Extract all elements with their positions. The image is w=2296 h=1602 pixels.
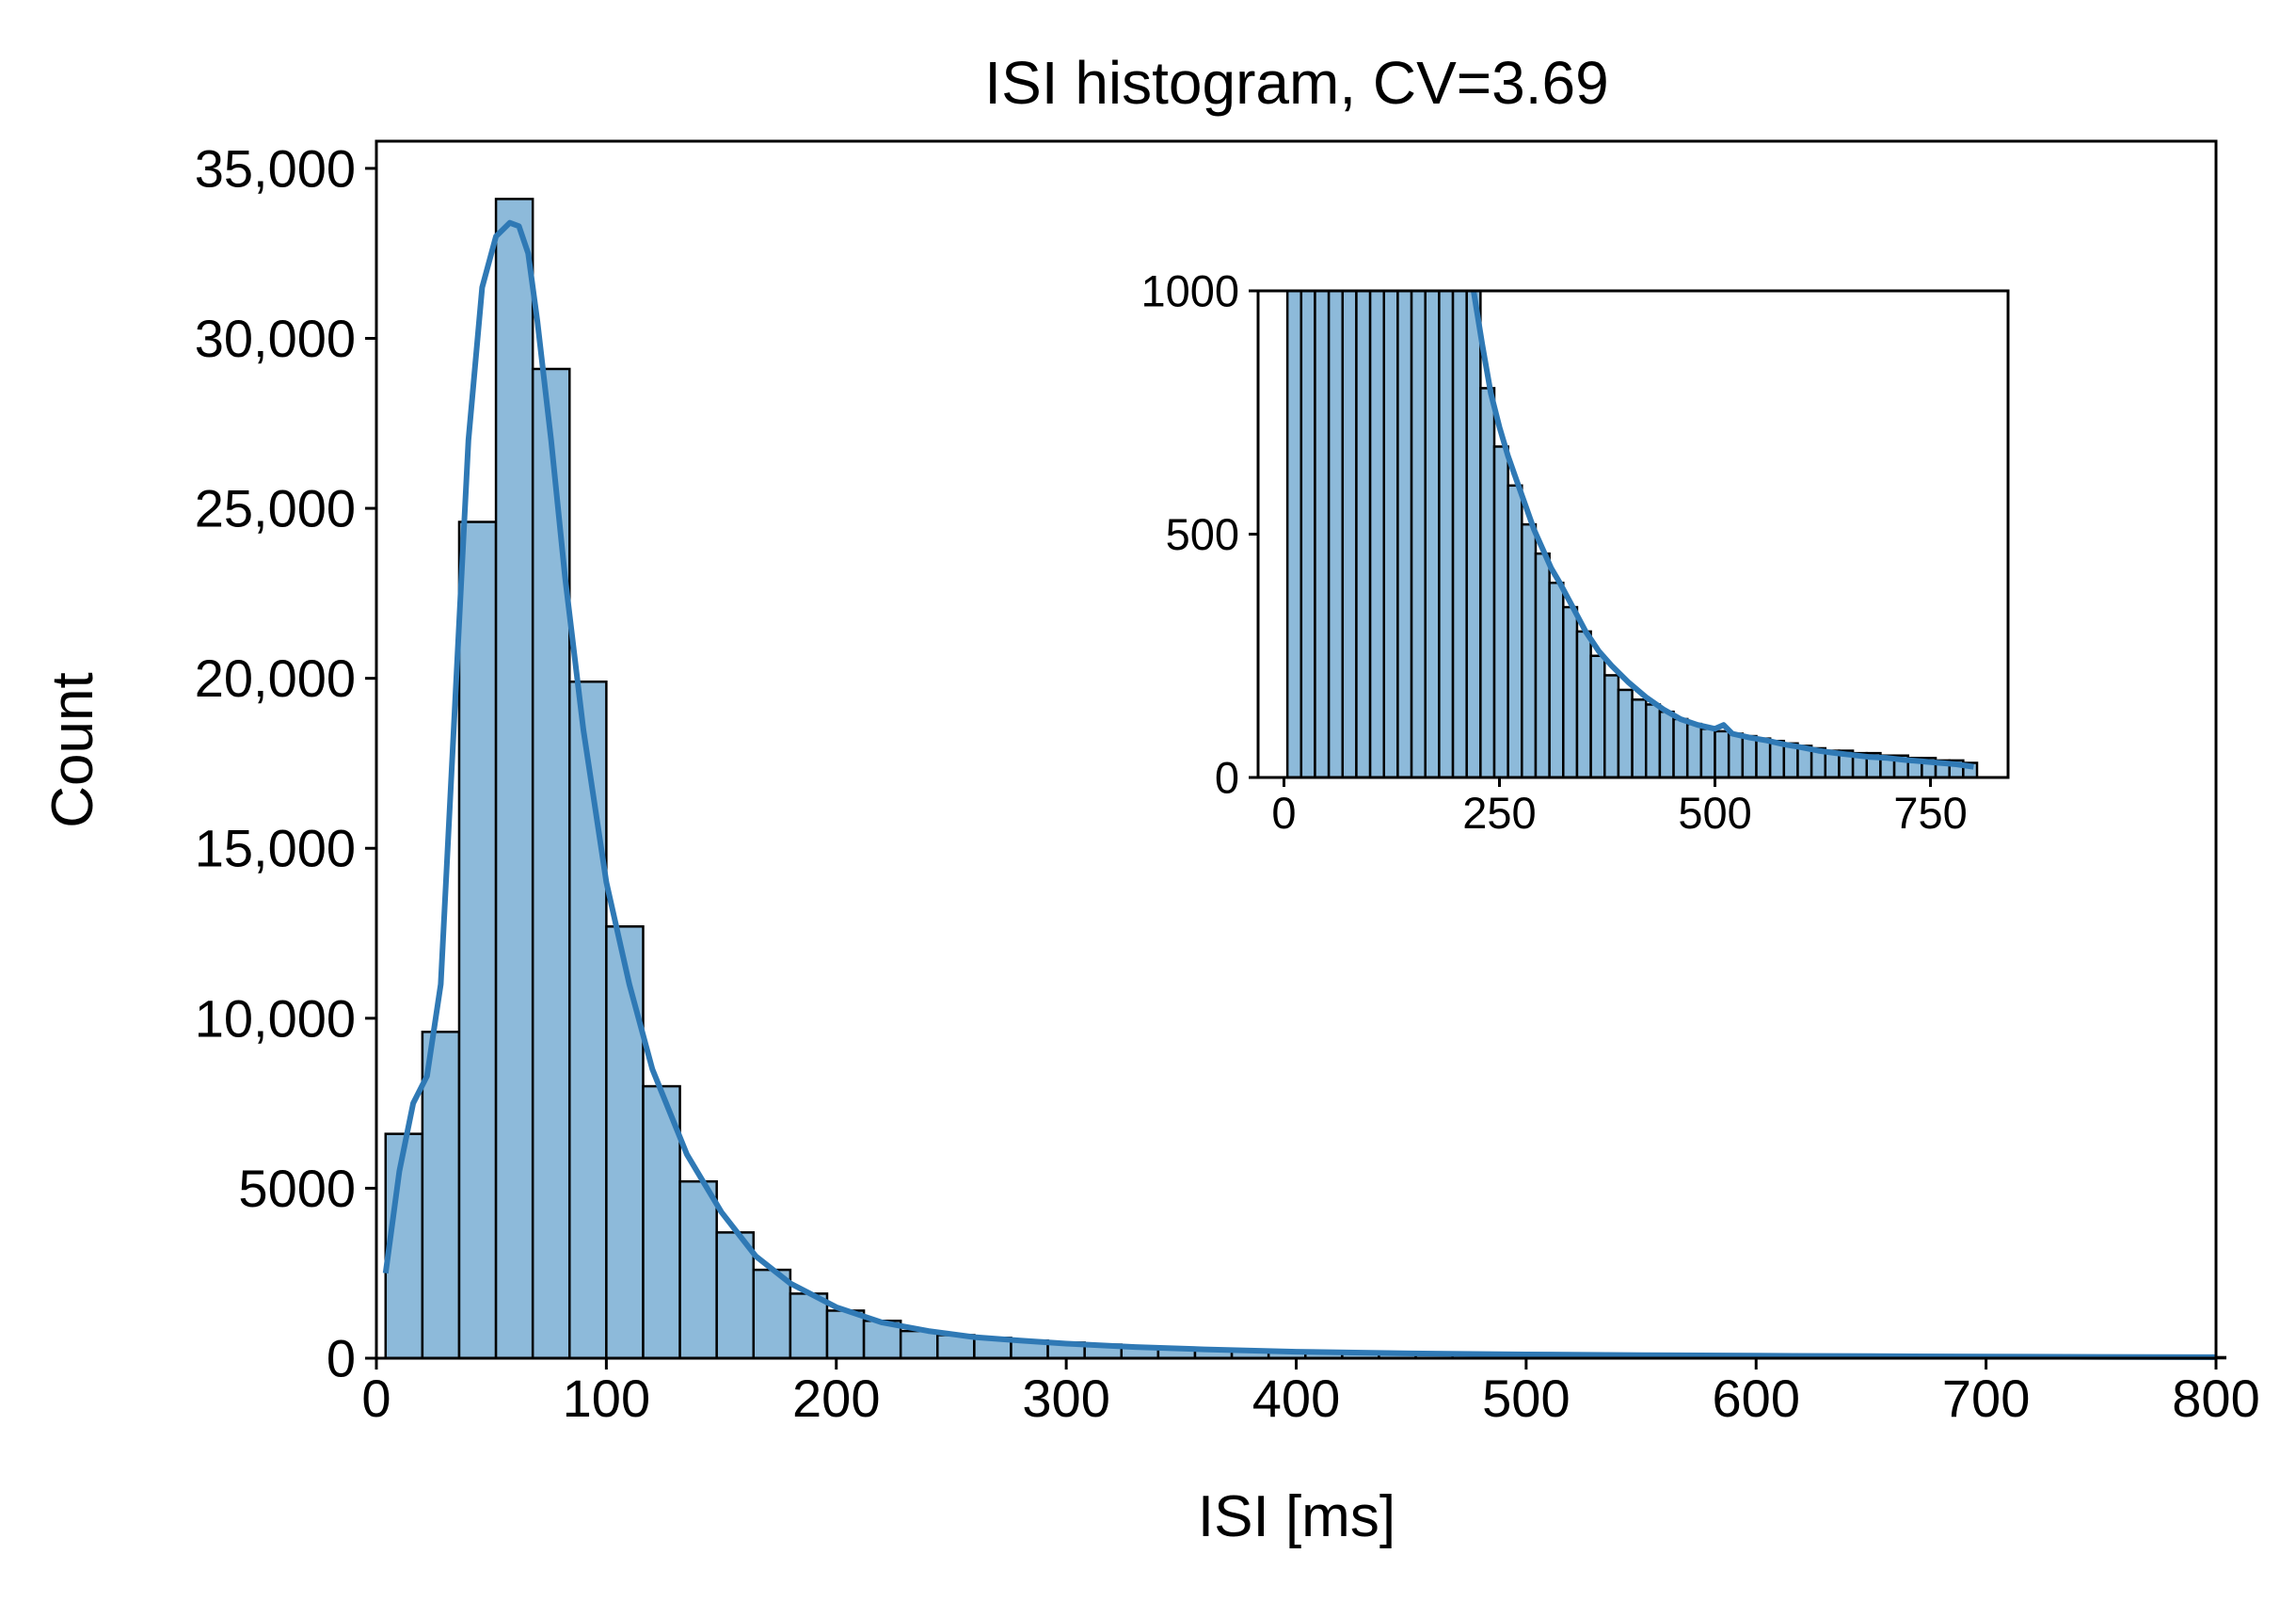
x-tick-label: 400 bbox=[1252, 1369, 1340, 1428]
histogram-bar bbox=[642, 1084, 681, 1360]
main-bars bbox=[384, 198, 2227, 1360]
histogram-bar bbox=[1699, 728, 1716, 779]
x-tick-label: 500 bbox=[1678, 788, 1751, 838]
y-tick-label: 15,000 bbox=[195, 819, 356, 878]
histogram-bar bbox=[1727, 732, 1745, 779]
x-axis-label: ISI [ms] bbox=[1198, 1484, 1395, 1549]
main-kde-line bbox=[382, 219, 2217, 1360]
histogram-bar bbox=[1534, 552, 1551, 779]
histogram-bar bbox=[678, 1179, 718, 1360]
inset-kde-line bbox=[1471, 290, 1974, 770]
histogram-bar bbox=[1465, 289, 1482, 779]
histogram-bar bbox=[457, 521, 498, 1360]
y-axis-label: Count bbox=[40, 672, 105, 827]
histogram-bar bbox=[1548, 581, 1565, 779]
histogram-bar bbox=[1672, 717, 1689, 779]
inset-axes: 0 250 500 750 0 500 1000 bbox=[1140, 266, 2010, 838]
x-tick-label: 700 bbox=[1942, 1369, 2030, 1428]
x-tick-label: 800 bbox=[2172, 1369, 2259, 1428]
main-y-axis: 0 5000 10,000 15,000 20,000 25,000 30,000 35,00… bbox=[195, 138, 376, 1388]
y-tick-label: 20,000 bbox=[195, 649, 356, 708]
histogram-bar bbox=[1299, 289, 1316, 779]
histogram-bar bbox=[1521, 522, 1538, 779]
x-tick-label: 0 bbox=[1271, 788, 1296, 838]
histogram-bar bbox=[1658, 710, 1675, 779]
x-tick-label: 100 bbox=[563, 1369, 650, 1428]
histogram-bar bbox=[752, 1268, 792, 1360]
histogram-bar bbox=[568, 681, 608, 1360]
histogram-bar bbox=[1451, 289, 1468, 779]
x-tick-label: 600 bbox=[1713, 1369, 1800, 1428]
y-tick-label: 1000 bbox=[1140, 266, 1239, 316]
histogram-bar bbox=[1617, 688, 1634, 779]
x-tick-label: 200 bbox=[792, 1369, 880, 1428]
histogram-bar bbox=[494, 198, 534, 1360]
x-tick-label: 300 bbox=[1022, 1369, 1109, 1428]
histogram-bar bbox=[715, 1231, 756, 1360]
histogram-bar bbox=[1631, 698, 1648, 779]
y-tick-label: 35,000 bbox=[195, 138, 356, 198]
y-tick-label: 10,000 bbox=[195, 988, 356, 1048]
histogram-bar bbox=[1562, 605, 1579, 779]
y-tick-label: 0 bbox=[327, 1329, 356, 1388]
x-tick-label: 250 bbox=[1462, 788, 1536, 838]
inset-y-axis: 0 500 1000 bbox=[1140, 266, 1258, 803]
histogram-bar bbox=[1438, 289, 1455, 779]
histogram-bar bbox=[1382, 289, 1399, 779]
histogram-bar bbox=[1368, 289, 1385, 779]
histogram-bar bbox=[1507, 484, 1523, 779]
chart-title: ISI histogram, CV=3.69 bbox=[984, 49, 1608, 117]
histogram-bar bbox=[899, 1329, 939, 1360]
histogram-bar bbox=[1396, 289, 1413, 779]
histogram-bar bbox=[1355, 289, 1372, 779]
histogram-bar bbox=[1714, 729, 1730, 779]
y-tick-label: 500 bbox=[1166, 509, 1239, 559]
histogram-bar bbox=[789, 1292, 829, 1360]
histogram-bar bbox=[1341, 289, 1358, 779]
histogram-bar bbox=[1424, 289, 1441, 779]
x-tick-label: 750 bbox=[1893, 788, 1967, 838]
y-tick-label: 0 bbox=[1215, 753, 1239, 803]
y-tick-label: 5000 bbox=[238, 1159, 356, 1218]
x-tick-label: 0 bbox=[361, 1369, 391, 1428]
main-axes: 0 100 200 300 400 500 600 700 800 0500010,00015,… bbox=[40, 49, 2260, 1549]
y-tick-label: 30,000 bbox=[195, 309, 356, 368]
inset-x-axis: 0 250 500 750 bbox=[1271, 777, 1968, 838]
x-tick-label: 500 bbox=[1482, 1369, 1570, 1428]
histogram-bar bbox=[1314, 289, 1331, 779]
histogram-bar bbox=[1327, 289, 1345, 779]
y-tick-label: 25,000 bbox=[195, 479, 356, 538]
histogram-bar bbox=[1685, 722, 1703, 779]
histogram-bar bbox=[1410, 289, 1427, 779]
histogram-bar bbox=[1492, 445, 1509, 779]
histogram-bar bbox=[1603, 674, 1620, 779]
histogram-bar bbox=[421, 1031, 461, 1360]
histogram-bar bbox=[1741, 734, 1758, 779]
histogram-bar bbox=[1479, 387, 1496, 779]
histogram-bar bbox=[1589, 654, 1606, 779]
histogram-bar bbox=[605, 925, 645, 1360]
histogram-bar bbox=[531, 367, 571, 1360]
histogram-bar bbox=[1575, 630, 1592, 779]
histogram-bar bbox=[1755, 737, 1772, 779]
histogram-bar bbox=[1644, 703, 1662, 779]
main-x-axis: 0 100 200 300 400 500 600 700 800 bbox=[361, 1358, 2260, 1428]
histogram-bar bbox=[1285, 289, 1303, 779]
histogram-bar bbox=[825, 1309, 866, 1360]
